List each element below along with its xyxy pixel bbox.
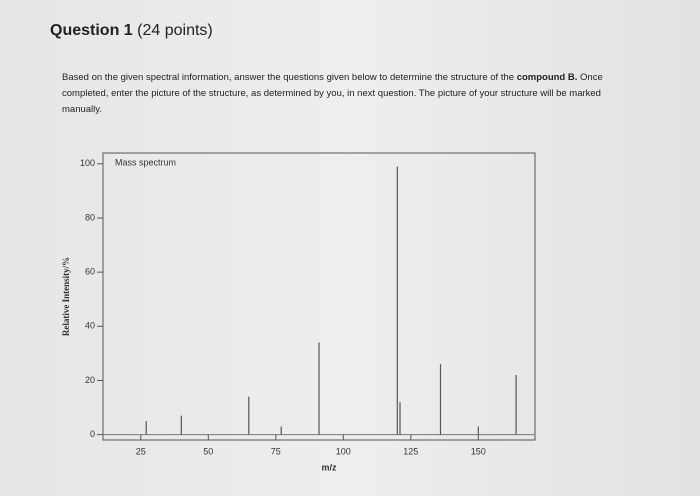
x-tick-label: 25 xyxy=(136,446,146,456)
text: Once completed, enter the picture of the… xyxy=(62,72,603,115)
y-axis-label: Relative Intensity/% xyxy=(61,257,71,336)
mass-spectrum-chart: Mass spectrum m/z Relative Intensity/% 0 20 4… xyxy=(61,152,536,472)
y-tick-label: 0 xyxy=(90,429,95,439)
plot-frame xyxy=(102,152,536,441)
y-tick-label: 80 xyxy=(85,212,95,222)
question-title: Question 1 (24 points) xyxy=(50,22,213,40)
text-bold: compound B. xyxy=(516,72,578,83)
text: Based on the given spectral information,… xyxy=(62,72,517,83)
question-points: (24 points) xyxy=(137,22,213,39)
x-tick-label: 100 xyxy=(336,446,351,456)
y-tick-label: 40 xyxy=(85,321,95,331)
x-tick-label: 125 xyxy=(403,446,418,456)
x-tick-label: 150 xyxy=(471,446,486,456)
y-tick-label: 100 xyxy=(80,158,95,168)
x-axis-label: m/z xyxy=(321,462,337,472)
question-text: Based on the given spectral information,… xyxy=(62,70,632,118)
y-tick-label: 20 xyxy=(85,375,95,385)
chart-title: Mass spectrum xyxy=(115,157,176,167)
x-tick-label: 50 xyxy=(203,446,213,456)
x-tick-label: 75 xyxy=(271,446,281,456)
y-tick-label: 60 xyxy=(85,267,95,277)
question-number: Question 1 xyxy=(50,22,133,39)
